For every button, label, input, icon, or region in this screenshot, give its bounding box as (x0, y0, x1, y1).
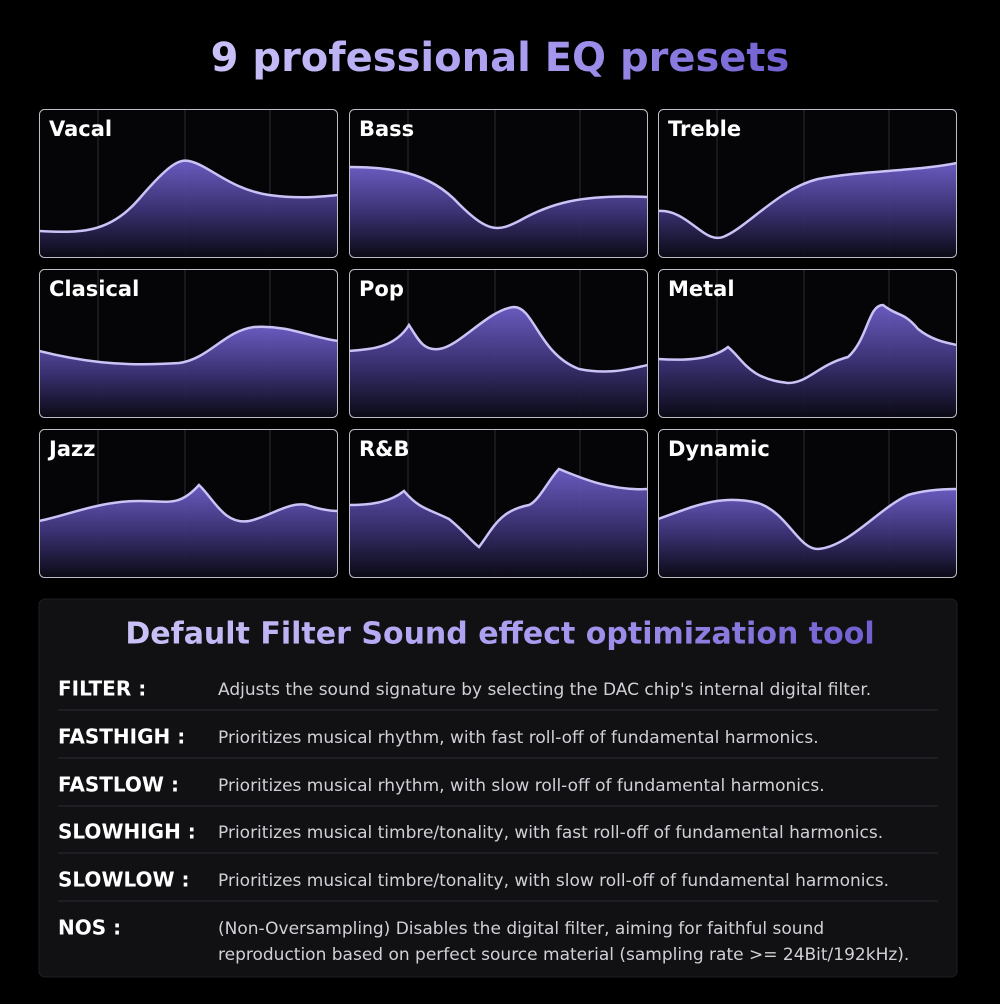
eq-area (39, 485, 338, 578)
card-border (658, 269, 957, 418)
card-inner (39, 269, 338, 418)
filter-description: reproduction based on perfect source mat… (218, 945, 909, 965)
filter-description: (Non-Oversampling) Disables the digital … (218, 919, 824, 939)
eq-preset-card: Bass (349, 109, 648, 258)
card-inner (658, 269, 957, 418)
preset-name: R&B (359, 437, 410, 461)
eq-curve (39, 483, 338, 523)
card-border (39, 429, 338, 578)
card-border (349, 269, 648, 418)
eq-curve (349, 165, 648, 230)
eq-preset-card: Clasical (39, 269, 338, 418)
card-inner (658, 429, 957, 578)
eq-curve (39, 159, 338, 234)
eq-preset-card: Metal (658, 269, 957, 418)
filter-description: Prioritizes musical rhythm, with fast ro… (218, 728, 819, 748)
eq-preset-card: Pop (349, 269, 648, 418)
eq-area (658, 305, 957, 418)
preset-name: Metal (668, 277, 735, 301)
eq-preset-card: Vacal (39, 109, 338, 258)
preset-name: Bass (359, 117, 414, 141)
filter-term: FASTHIGH : (58, 725, 185, 749)
preset-name: Vacal (49, 117, 112, 141)
eq-preset-card: Jazz (39, 429, 338, 578)
card-border (658, 429, 957, 578)
card-border (349, 429, 648, 578)
filter-title: Default Filter Sound effect optimization… (125, 617, 874, 652)
filter-term: NOS : (58, 916, 121, 940)
eq-area (349, 307, 648, 418)
card-inner (349, 109, 648, 258)
card-border (39, 109, 338, 258)
filter-panel (38, 598, 958, 978)
page-title: 9 professional EQ presets (211, 35, 790, 81)
card-border (349, 109, 648, 258)
filter-term: SLOWHIGH : (58, 820, 196, 844)
card-inner (39, 109, 338, 258)
filter-term: SLOWLOW : (58, 868, 190, 892)
filter-description: Prioritizes musical rhythm, with slow ro… (218, 776, 825, 796)
eq-area (658, 489, 957, 578)
card-inner (349, 429, 648, 578)
eq-curve (658, 161, 957, 240)
eq-preset-card: Treble (658, 109, 957, 258)
eq-area (39, 160, 338, 258)
eq-area (349, 469, 648, 578)
eq-area (658, 163, 957, 258)
preset-name: Jazz (47, 437, 95, 461)
filter-term: FASTLOW : (58, 773, 179, 797)
preset-name: Pop (359, 277, 404, 301)
eq-curve (39, 325, 338, 366)
filter-term: FILTER : (58, 677, 146, 701)
preset-name: Treble (668, 117, 741, 141)
card-inner (39, 429, 338, 578)
card-border (658, 109, 957, 258)
eq-curve (658, 303, 957, 385)
preset-name: Dynamic (668, 437, 770, 461)
eq-area (39, 326, 338, 418)
filter-description: Adjusts the sound signature by selecting… (218, 680, 871, 700)
filter-description: Prioritizes musical timbre/tonality, wit… (218, 823, 883, 843)
eq-curve (658, 487, 957, 551)
eq-area (349, 167, 648, 258)
eq-curve (349, 305, 648, 373)
eq-preset-card: R&B (349, 429, 648, 578)
filter-description: Prioritizes musical timbre/tonality, wit… (218, 871, 889, 891)
eq-preset-card: Dynamic (658, 429, 957, 578)
preset-name: Clasical (49, 277, 139, 301)
card-border (39, 269, 338, 418)
card-inner (658, 109, 957, 258)
eq-curve (349, 467, 648, 549)
card-inner (349, 269, 648, 418)
